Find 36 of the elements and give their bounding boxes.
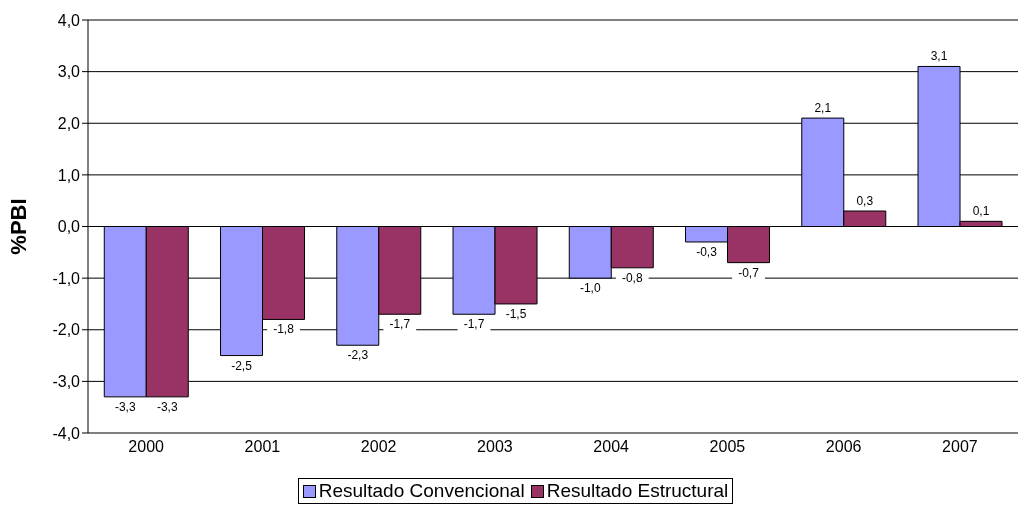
data-label: -1,7: [463, 317, 485, 332]
data-label: -0,8: [621, 270, 643, 285]
data-label: -0,3: [696, 244, 718, 259]
x-tick-label: 2004: [593, 438, 630, 456]
legend-label: Resultado Convencional: [318, 480, 525, 502]
legend-label: Resultado Estructural: [546, 480, 729, 502]
y-tick-label: -3,0: [52, 373, 81, 391]
y-tick-label: 1,0: [57, 166, 81, 184]
y-axis-title: %PBI: [5, 198, 31, 255]
data-label: -3,3: [114, 399, 136, 414]
data-label: -0,7: [738, 265, 760, 280]
x-tick-label: 2005: [709, 438, 746, 456]
data-label: -1,8: [273, 322, 295, 337]
x-tick-label: 2001: [244, 438, 281, 456]
data-label: -1,0: [579, 281, 601, 296]
y-tick-label: 4,0: [57, 11, 81, 29]
data-label: -1,7: [389, 317, 411, 332]
x-tick-label: 2002: [360, 438, 397, 456]
x-tick-label: 2007: [942, 438, 978, 456]
x-tick-label: 2006: [825, 438, 862, 456]
y-tick-label: 0,0: [57, 218, 81, 236]
data-label: 3,1: [930, 49, 948, 64]
data-label: -3,3: [156, 399, 178, 414]
data-label: 0,3: [856, 194, 874, 209]
data-label: 0,1: [972, 204, 990, 219]
data-label: -2,5: [231, 358, 253, 373]
x-tick-label: 2000: [128, 438, 165, 456]
y-tick-label: 3,0: [57, 63, 81, 81]
y-tick-label: -1,0: [52, 269, 81, 287]
x-tick-label: 2003: [477, 438, 513, 456]
y-tick-label: -2,0: [52, 321, 81, 339]
data-label: -1,5: [505, 306, 527, 321]
data-label: -2,3: [347, 348, 369, 363]
data-label: 2,1: [814, 101, 832, 116]
y-tick-label: 2,0: [57, 114, 81, 132]
y-tick-label: -4,0: [52, 424, 81, 442]
